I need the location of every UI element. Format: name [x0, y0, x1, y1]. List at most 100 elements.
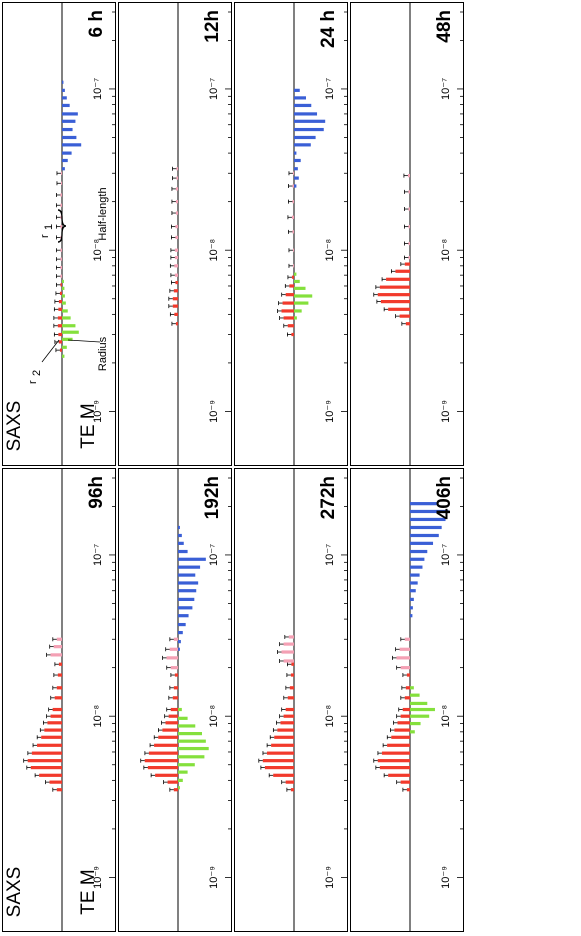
saxs-bar [387, 743, 410, 747]
r1-brace [57, 209, 67, 243]
saxs-bar [380, 300, 410, 304]
saxs-bar [162, 728, 178, 732]
saxs-side-label: SAXS [4, 867, 25, 918]
saxs-bar [173, 686, 178, 690]
x-tick-label: 10⁻⁸ [324, 239, 336, 262]
saxs-bar-pink [292, 184, 294, 188]
saxs-bar [158, 735, 178, 739]
saxs-bar-pink [292, 264, 294, 268]
tem-radius-bar [178, 746, 209, 751]
tem-halflength-bar [62, 119, 76, 123]
tem-side-label: TE M [78, 869, 99, 914]
tem-halflength-bar [410, 517, 446, 522]
x-tick-label: 10⁻⁸ [324, 705, 336, 728]
saxs-bar-pink [396, 656, 410, 660]
panel-3: 10⁻⁹ 10⁻⁸ 10⁻⁷ 24 h [234, 2, 348, 466]
saxs-bar [41, 735, 62, 739]
tem-radius-bar [62, 337, 73, 341]
saxs-bar-pink [399, 647, 410, 651]
saxs-bar-pink [173, 637, 178, 641]
saxs-bar [400, 780, 410, 784]
saxs-bar-pink [283, 642, 294, 646]
r2-arrow [41, 339, 60, 363]
saxs-bar-pink [53, 645, 62, 649]
tem-halflength-bar [62, 127, 73, 132]
saxs-bar [50, 714, 62, 718]
saxs-bar-pink [408, 225, 410, 229]
saxs-bar [175, 280, 178, 285]
saxs-bar [31, 751, 62, 755]
tem-halflength-bar [410, 509, 449, 514]
x-tick-label: 10⁻⁸ [440, 239, 452, 262]
saxs-bar [379, 766, 410, 770]
tem-halflength-bar [62, 88, 65, 92]
saxs-bar [148, 751, 178, 755]
tem-halflength-bar [410, 525, 442, 530]
tem-radius-bar [178, 786, 180, 790]
saxs-bar [290, 673, 294, 677]
saxs-bar [406, 788, 410, 792]
tem-halflength-bar [62, 103, 70, 108]
tem-radius-bar [62, 345, 67, 349]
saxs-bar [289, 284, 294, 288]
panel-frame [118, 2, 232, 466]
saxs-bar [155, 773, 178, 777]
saxs-bar-pink [292, 248, 294, 252]
tem-radius-bar [178, 716, 188, 720]
saxs-bar-pink [175, 211, 178, 215]
tem-radius-bar [62, 354, 65, 358]
x-tick-label: 10⁻⁹ [440, 866, 452, 889]
saxs-bar-pink [288, 635, 294, 639]
saxs-bar [58, 332, 62, 337]
saxs-bar [283, 316, 294, 320]
x-tick-label: 10⁻⁸ [208, 239, 220, 262]
tem-radius-bar [410, 730, 415, 734]
saxs-bar [283, 714, 294, 718]
saxs-bar [377, 293, 410, 297]
tem-halflength-bar [410, 557, 425, 561]
saxs-bar [154, 743, 178, 747]
tem-halflength-bar [178, 630, 183, 635]
tem-halflength-bar [62, 143, 82, 147]
saxs-bar [173, 788, 178, 792]
saxs-bar-pink [176, 176, 178, 180]
saxs-bar [56, 788, 62, 792]
saxs-bar [174, 673, 178, 677]
saxs-bar [58, 340, 62, 344]
r2-subscript: 2 [31, 370, 43, 376]
saxs-bar [59, 348, 62, 352]
saxs-bar [56, 686, 62, 690]
tem-halflength-bar [178, 622, 186, 627]
saxs-bar [57, 316, 62, 320]
saxs-bar [285, 780, 294, 784]
tem-halflength-bar [410, 565, 423, 569]
saxs-bar [173, 289, 178, 293]
saxs-bar [58, 662, 62, 666]
tem-radius-bar [62, 286, 65, 290]
tem-halflength-bar [294, 135, 316, 140]
saxs-bar [399, 314, 410, 318]
tem-halflength-bar [62, 135, 77, 140]
tem-halflength-bar [178, 557, 206, 561]
tem-halflength-bar [294, 88, 300, 92]
saxs-bar [172, 304, 178, 308]
saxs-bar-pink [292, 200, 294, 204]
panel-label: 12h [202, 10, 223, 43]
tem-radius-bar [410, 707, 435, 712]
panel-frame [118, 468, 232, 932]
tem-halflength-bar [62, 112, 78, 116]
saxs-bar [388, 773, 410, 777]
saxs-bar [175, 322, 178, 326]
saxs-bar-pink [60, 257, 62, 261]
saxs-bar [44, 728, 62, 732]
saxs-bar-pink [56, 637, 62, 641]
tem-halflength-bar [410, 549, 428, 554]
tem-halflength-bar [294, 127, 324, 132]
tem-radius-bar [410, 714, 430, 718]
panel-2: 10⁻⁹ 10⁻⁸ 10⁻⁷ 12h [118, 2, 232, 466]
saxs-bar-pink [174, 255, 178, 260]
saxs-bar [167, 780, 178, 784]
saxs-bar-pink [60, 181, 62, 185]
saxs-bar [388, 307, 410, 311]
tem-halflength-bar [294, 158, 301, 163]
